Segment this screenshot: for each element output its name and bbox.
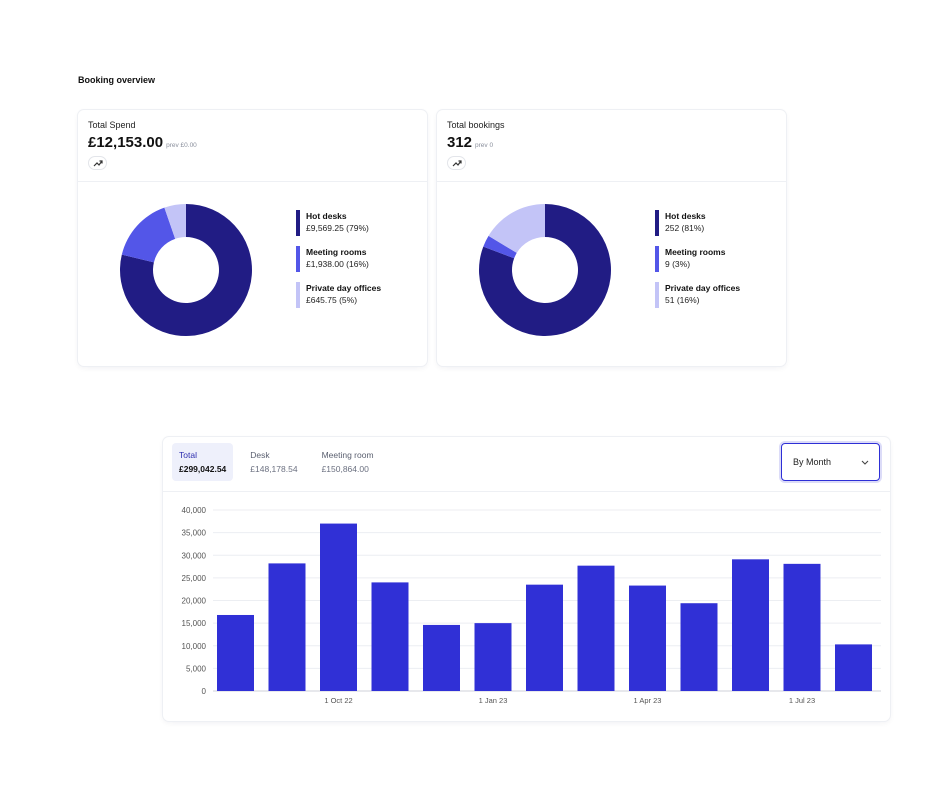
tab-label: Total [179,450,197,460]
period-select-label: By Month [793,457,832,467]
legend-value: 252 (81%) [665,223,705,233]
legend-swatch [296,282,300,308]
bar-jan-23[interactable] [474,623,512,691]
bar-apr-23[interactable] [629,585,666,691]
legend-name: Hot desks [665,211,706,221]
x-tick-label: 1 Oct 22 [324,696,352,705]
tab-label: Meeting room [321,450,374,460]
legend-name: Private day offices [306,283,382,293]
card-label: Total bookings [447,120,505,130]
y-tick-label: 5,000 [186,664,207,673]
x-tick-label: 1 Apr 23 [634,696,662,705]
spend-donut-chart [120,204,252,336]
monthly-spend-chart-card: Total £299,042.54 Desk £148,178.54 Meeti… [163,437,890,721]
legend-item: Meeting rooms £1,938.00 (16%) [296,246,381,272]
legend-value: 51 (16%) [665,295,700,305]
legend-item: Hot desks £9,569.25 (79%) [296,210,381,236]
bar-mar-23[interactable] [577,565,615,691]
trend-button[interactable] [447,156,466,170]
legend-name: Meeting rooms [306,247,367,257]
monthly-bar-chart: 0 5,000 10,000 15,000 20,000 25,000 30,000 35,0… [182,506,881,705]
bar-jul-23[interactable] [783,563,821,691]
divider [163,491,890,492]
bar-may-23[interactable] [680,603,718,691]
legend-item: Private day offices £645.75 (5%) [296,282,381,308]
card-header: Total Spend £12,153.00 prev £0.00 [78,110,427,182]
card-value: £12,153.00 [88,134,164,151]
tab-label: Desk [250,450,270,460]
section-title: Booking overview [78,75,156,85]
donut-slice-meeting-rooms [121,207,176,263]
tab-value: £148,178.54 [250,464,298,474]
total-bookings-card: Total bookings 312 prev 0 Hot desks 252 (… [437,110,786,366]
y-tick-label: 10,000 [182,642,207,651]
legend-swatch [296,246,300,272]
bar-jun-23[interactable] [732,559,769,691]
tab-meeting-room[interactable]: Meeting room £150,864.00 [315,443,381,481]
y-tick-label: 15,000 [182,619,207,628]
donut-slice-meeting-rooms [483,235,517,259]
bar-feb-23[interactable] [526,584,563,691]
legend-name: Hot desks [306,211,347,221]
period-select[interactable]: By Month [781,443,880,481]
legend-swatch [655,246,659,272]
bar-nov-22[interactable] [371,582,409,691]
legend-swatch [655,282,659,308]
y-tick-label: 35,000 [182,529,207,538]
y-tick-label: 0 [202,687,207,696]
bar-aug-23[interactable] [835,644,872,691]
card-prev-value: prev £0.00 [166,142,197,149]
legend-swatch [655,210,659,236]
trend-button[interactable] [88,156,107,170]
legend-item: Hot desks 252 (81%) [655,210,740,236]
bookings-donut-chart [479,204,611,336]
y-tick-label: 25,000 [182,574,207,583]
tab-value: £150,864.00 [321,464,369,474]
x-tick-label: 1 Jul 23 [789,696,815,705]
donut-slice-private-day-offices [488,204,545,253]
spend-legend: Hot desks £9,569.25 (79%) Meeting rooms £1,… [296,210,381,318]
legend-item: Meeting rooms 9 (3%) [655,246,740,272]
chart-tabs: Total £299,042.54 Desk £148,178.54 Meeti… [172,443,391,481]
y-tick-label: 40,000 [182,506,207,515]
y-tick-label: 30,000 [182,551,207,560]
legend-swatch [296,210,300,236]
bar-aug-22[interactable] [217,614,254,691]
bar-oct-22[interactable] [320,523,357,691]
legend-value: £645.75 (5%) [306,295,358,305]
legend-value: £9,569.25 (79%) [306,223,369,233]
y-tick-label: 20,000 [182,597,207,606]
donut-slice-hot-desks [479,204,611,336]
donut-slice-hot-desks [120,204,252,336]
tab-desk[interactable]: Desk £148,178.54 [243,443,304,481]
donut-slice-private-day-offices [164,204,186,239]
bookings-legend: Hot desks 252 (81%) Meeting rooms 9 (3%) Pri… [655,210,740,318]
card-header: Total bookings 312 prev 0 [437,110,786,182]
card-prev-value: prev 0 [475,142,494,149]
card-value: 312 [447,134,473,151]
bar-dec-22[interactable] [423,624,460,691]
tab-total[interactable]: Total £299,042.54 [172,443,234,481]
legend-name: Private day offices [665,283,741,293]
chevron-down-icon [861,460,869,465]
legend-value: 9 (3%) [665,259,691,269]
x-tick-label: 1 Jan 23 [479,696,508,705]
legend-item: Private day offices 51 (16%) [655,282,740,308]
card-label: Total Spend [88,120,136,130]
tab-value: £299,042.54 [179,464,227,474]
trend-up-icon [452,159,462,166]
trend-up-icon [93,159,103,166]
legend-name: Meeting rooms [665,247,726,257]
bar-sep-22[interactable] [268,563,306,691]
legend-value: £1,938.00 (16%) [306,259,369,269]
total-spend-card: Total Spend £12,153.00 prev £0.00 Hot de… [78,110,427,366]
